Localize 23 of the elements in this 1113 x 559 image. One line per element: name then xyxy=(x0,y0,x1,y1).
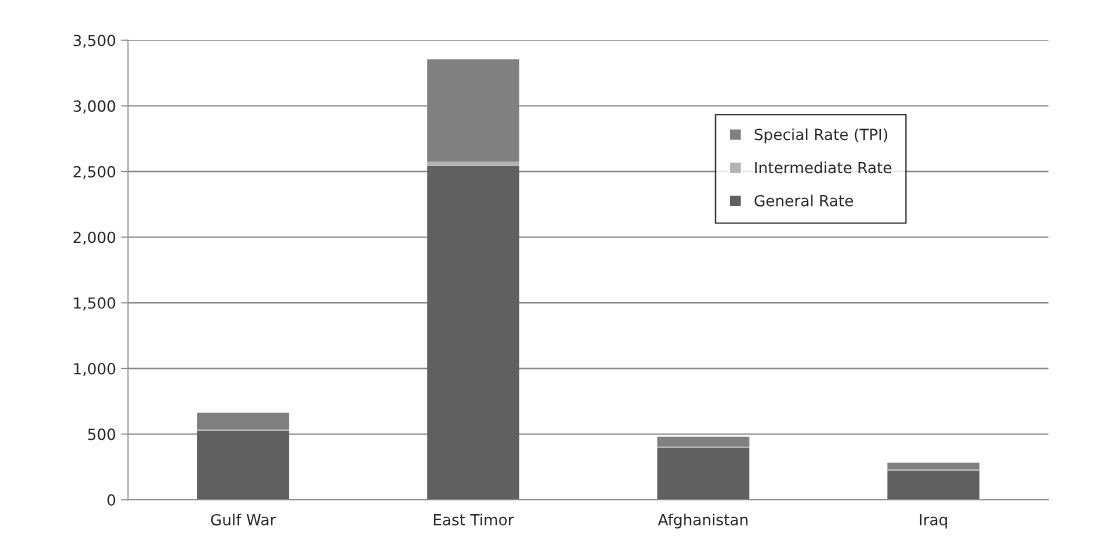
y-tick-label: 2,500 xyxy=(73,166,116,180)
x-tick-label: Gulf War xyxy=(211,513,276,526)
bar xyxy=(197,430,290,500)
bar xyxy=(427,161,520,166)
bar xyxy=(657,447,750,500)
x-tick-label: East Timor xyxy=(433,513,514,526)
legend-label: General Rate xyxy=(754,194,853,207)
y-tick-label: 1,500 xyxy=(74,297,116,311)
bar xyxy=(887,470,980,500)
bar xyxy=(197,412,290,430)
legend-label: Intermediate Rate xyxy=(755,161,892,174)
legend-label: Special Rate (TPI) xyxy=(754,128,888,144)
bar xyxy=(887,462,980,470)
x-tick-label: Afghanistan xyxy=(657,513,748,529)
y-tick-label: 1,000 xyxy=(74,362,116,377)
y-tick-label: 3,000 xyxy=(73,100,116,114)
bar xyxy=(657,436,750,447)
x-tick-label: Iraq xyxy=(919,514,947,529)
y-tick-label: 0 xyxy=(107,494,116,506)
y-tick-label: 3,500 xyxy=(73,34,116,48)
bar xyxy=(427,165,520,500)
y-tick-label: 2,000 xyxy=(73,231,116,245)
y-tick-label: 500 xyxy=(88,428,116,441)
